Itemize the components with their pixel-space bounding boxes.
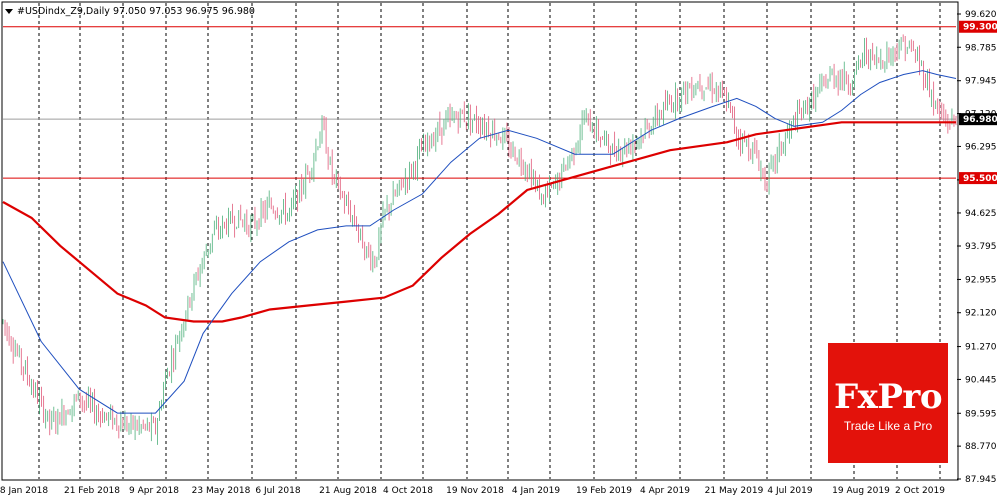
x-tick-label: 19 Feb 2019 — [576, 486, 632, 496]
y-tick-label: 92.955 — [965, 275, 997, 285]
y-tick-label: 91.270 — [965, 343, 997, 353]
x-tick-label: 23 May 2018 — [192, 486, 251, 496]
y-tick-label: 92.120 — [965, 309, 997, 319]
candle-layer — [2, 34, 957, 445]
logo-subtitle: Trade Like a Pro — [843, 419, 933, 433]
x-tick-label: 21 Feb 2018 — [64, 486, 120, 496]
x-tick-label: 9 Apr 2018 — [129, 486, 179, 496]
symbol-info: #USDindx_Z9,Daily 97.050 97.053 96.975 9… — [17, 6, 255, 17]
resistance-price-box: 99.300 — [959, 20, 998, 33]
x-tick-label: 21 Aug 2018 — [319, 486, 377, 496]
y-tick-label: 88.770 — [965, 442, 997, 452]
logo-title: FxPro — [833, 377, 943, 417]
x-tick-label: 4 Jul 2019 — [767, 486, 812, 496]
y-tick-label: 89.595 — [965, 409, 997, 419]
x-tick-label: 6 Jul 2018 — [255, 486, 300, 496]
x-tick-label: 2 Oct 2019 — [895, 486, 945, 496]
y-tick-label: 97.945 — [965, 77, 997, 87]
y-tick-label: 87.945 — [965, 475, 997, 485]
y-tick-label: 98.785 — [965, 43, 997, 53]
support-price-box: 95.500 — [959, 172, 998, 185]
y-axis: 99.62098.78597.94597.12096.29595.45594.6… — [957, 10, 997, 485]
svg-text:96.980: 96.980 — [963, 115, 998, 125]
triangle-down-icon — [5, 9, 13, 14]
x-tick-label: 21 May 2019 — [705, 486, 764, 496]
x-tick-label: 4 Oct 2018 — [383, 486, 433, 496]
ma-slow-line — [2, 121, 956, 323]
last-price-box: 96.980 — [959, 113, 998, 126]
x-tick-label: 4 Jan 2019 — [512, 486, 560, 496]
chart-header: #USDindx_Z9,Daily 97.050 97.053 96.975 9… — [5, 6, 255, 17]
y-tick-label: 90.445 — [965, 375, 997, 385]
ma-fast-line — [2, 70, 957, 414]
x-tick-label: 8 Jan 2018 — [0, 486, 48, 496]
x-tick-label: 19 Nov 2018 — [446, 486, 504, 496]
svg-text:95.500: 95.500 — [963, 174, 998, 184]
x-tick-label: 19 Aug 2019 — [832, 486, 890, 496]
svg-text:99.300: 99.300 — [963, 23, 998, 33]
price-boxes: 99.300 95.500 96.980 — [959, 20, 998, 185]
y-tick-label: 94.625 — [965, 209, 997, 219]
fxpro-logo: FxPro Trade Like a Pro — [828, 343, 948, 463]
y-tick-label: 93.795 — [965, 242, 997, 252]
y-tick-label: 96.295 — [965, 142, 997, 152]
x-axis: 8 Jan 2018 21 Feb 2018 9 Apr 2018 23 May 20… — [0, 486, 945, 496]
x-tick-label: 4 Apr 2019 — [640, 486, 690, 496]
plot-frame — [1, 1, 959, 481]
y-tick-label: 99.620 — [965, 10, 997, 20]
ma-layer — [2, 70, 957, 414]
